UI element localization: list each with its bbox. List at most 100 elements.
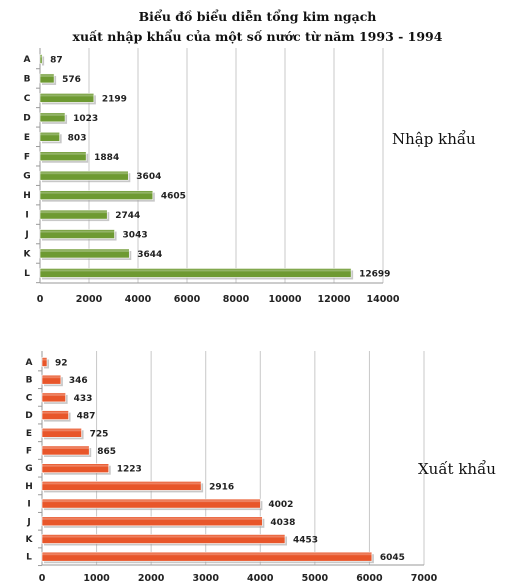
category-label: J	[26, 517, 30, 527]
bar	[41, 534, 286, 544]
data-label: 433	[74, 394, 93, 404]
category-label: G	[25, 464, 32, 474]
bar	[39, 170, 129, 181]
bar-highlight	[42, 535, 286, 538]
bar-highlight	[42, 376, 61, 379]
data-label: 1223	[117, 465, 142, 475]
category-label: F	[24, 152, 30, 162]
data-label: 576	[62, 75, 81, 85]
category-label: B	[26, 376, 33, 386]
category-label: B	[24, 74, 31, 84]
data-label: 6045	[380, 553, 405, 563]
category-label: K	[24, 250, 32, 260]
data-label: 92	[55, 359, 68, 369]
data-label: 865	[97, 447, 116, 457]
x-tick-label: 0	[37, 294, 44, 305]
bar-highlight	[40, 250, 130, 252]
bar	[41, 427, 82, 438]
bar-highlight	[42, 393, 66, 396]
bar	[39, 73, 55, 84]
data-label: 4002	[268, 500, 293, 510]
x-tick-label: 1000	[83, 573, 110, 584]
bar-highlight	[42, 517, 263, 520]
category-label: L	[26, 553, 32, 563]
bar	[39, 93, 95, 103]
bar-highlight	[40, 55, 43, 58]
x-tick-label: 2000	[138, 573, 165, 584]
category-label: A	[26, 358, 33, 368]
bar-highlight	[40, 191, 153, 194]
bar-highlight	[42, 411, 69, 414]
x-tick-label: 2000	[76, 294, 103, 305]
bar	[39, 190, 154, 200]
bar-highlight	[42, 429, 82, 432]
data-label: 2916	[209, 482, 234, 492]
chart-2: 0 1000 2000 3000 4000 5000 6000 7000 A 92 B 346 C 433…	[25, 351, 496, 584]
data-label: 12699	[359, 269, 390, 279]
category-label: H	[23, 191, 31, 201]
data-label: 346	[69, 376, 88, 386]
category-label: L	[24, 269, 30, 279]
bar-highlight	[40, 172, 129, 175]
x-tick-label: 14000	[366, 294, 399, 305]
category-label: J	[24, 230, 28, 240]
data-label: 3043	[123, 231, 148, 241]
category-label: K	[26, 535, 34, 545]
category-label: E	[26, 429, 32, 439]
chart-1: 0 2000 4000 6000 8000 10000 12000 14000 A 87 B 576 C…	[23, 48, 476, 305]
bar	[39, 209, 108, 220]
bar	[41, 445, 90, 456]
data-label: 2199	[102, 94, 127, 104]
data-label: 2744	[115, 211, 140, 221]
data-label: 487	[77, 412, 96, 422]
bar-highlight	[40, 269, 352, 272]
category-label: H	[25, 482, 33, 492]
data-label: 803	[68, 133, 87, 143]
data-label: 1884	[94, 153, 119, 163]
bar	[41, 374, 62, 385]
bar	[39, 112, 66, 123]
x-tick-label: 12000	[317, 294, 350, 305]
bar-highlight	[42, 447, 90, 449]
bar-shadow	[42, 56, 45, 66]
bar	[41, 498, 261, 509]
x-tick-label: 4000	[247, 573, 274, 584]
bar	[39, 54, 43, 64]
x-tick-label: 3000	[192, 573, 219, 584]
chart-title-line2: xuất nhập khẩu của một số nước từ năm 19…	[72, 29, 443, 44]
x-tick-label: 4000	[125, 294, 152, 305]
bar	[41, 481, 202, 491]
x-tick-label: 0	[39, 573, 46, 584]
bar	[39, 151, 87, 162]
chart-title-line1: Biểu đồ biểu diễn tổng kim ngạch	[138, 9, 377, 24]
category-label: F	[26, 447, 32, 457]
data-label: 87	[50, 56, 63, 66]
bar-highlight	[40, 74, 55, 77]
bar	[41, 516, 263, 527]
data-label: 3604	[136, 172, 161, 182]
bar-highlight	[42, 482, 202, 485]
x-tick-label: 10000	[268, 294, 301, 305]
bar-highlight	[42, 464, 109, 467]
category-label: D	[25, 411, 32, 421]
data-label: 4038	[270, 518, 295, 528]
bar-highlight	[40, 113, 66, 116]
x-tick-label: 6000	[174, 294, 201, 305]
bar	[41, 357, 48, 367]
data-label: 725	[90, 429, 109, 439]
category-label: A	[24, 55, 31, 65]
category-label: G	[23, 172, 30, 182]
category-label: C	[26, 393, 33, 403]
bar	[39, 132, 60, 142]
category-label: D	[23, 113, 30, 123]
series-label: Nhập khẩu	[392, 130, 476, 148]
x-tick-label: 8000	[223, 294, 250, 305]
bar-highlight	[42, 500, 261, 503]
category-label: I	[25, 211, 28, 221]
bar-highlight	[40, 133, 60, 136]
data-label: 1023	[73, 114, 98, 124]
data-label: 4453	[293, 536, 318, 546]
x-tick-label: 6000	[356, 573, 383, 584]
data-label: 4605	[161, 192, 186, 202]
